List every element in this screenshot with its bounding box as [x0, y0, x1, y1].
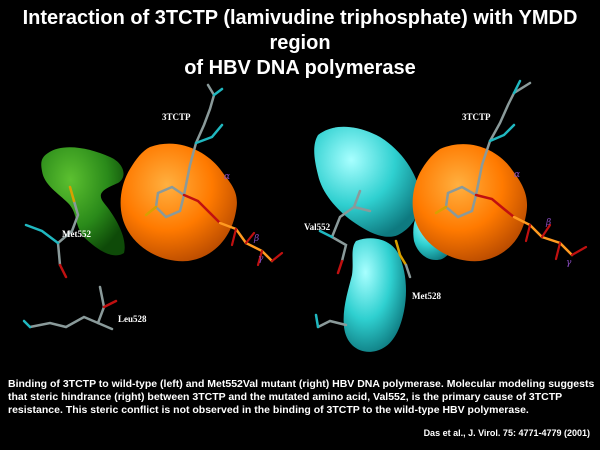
ligand-label-left: 3TCTP	[162, 112, 191, 122]
gamma-label-left: γ	[258, 254, 264, 264]
ligand-surface-right	[412, 144, 528, 262]
val552-surface-upper	[314, 126, 421, 237]
mutant-model: 3TCTP Val552 Met528 α β γ	[304, 79, 588, 352]
val552-bonds	[318, 189, 372, 275]
residue-label-met552: Met552	[62, 229, 91, 239]
figure-caption: Binding of 3TCTP to wild-type (left) and…	[8, 378, 595, 416]
ligand-bonds-left	[144, 83, 284, 267]
residue-label-leu528: Leu528	[118, 314, 147, 324]
alpha-label-right: α	[514, 170, 520, 180]
ligand-bonds-right	[434, 79, 588, 261]
title-line-1: Interaction of 3TCTP (lamivudine triphos…	[22, 7, 578, 54]
alpha-label-left: α	[224, 172, 230, 182]
met552-bonds	[24, 185, 80, 279]
residue-label-val552: Val552	[304, 222, 331, 232]
ligand-label-right: 3TCTP	[462, 112, 491, 122]
citation: Das et al., J. Virol. 75: 4771-4779 (200…	[423, 428, 590, 438]
val552-surface-lower	[343, 238, 406, 352]
beta-label-right: β	[545, 218, 551, 228]
residue-label-met528: Met528	[412, 291, 441, 301]
gamma-label-right: γ	[566, 258, 572, 268]
beta-label-left: β	[253, 234, 259, 244]
ligand-surface-left	[120, 143, 237, 262]
title-line-2: of HBV DNA polymerase	[184, 57, 416, 79]
slide-title: Interaction of 3TCTP (lamivudine triphos…	[0, 6, 600, 81]
met528-bonds	[314, 239, 412, 329]
molecular-models: 3TCTP Met552 Leu528 α β γ	[22, 79, 588, 352]
leu528-bonds	[22, 285, 118, 331]
wildtype-model: 3TCTP Met552 Leu528 α β γ	[22, 83, 284, 331]
met552-surface	[41, 147, 125, 256]
